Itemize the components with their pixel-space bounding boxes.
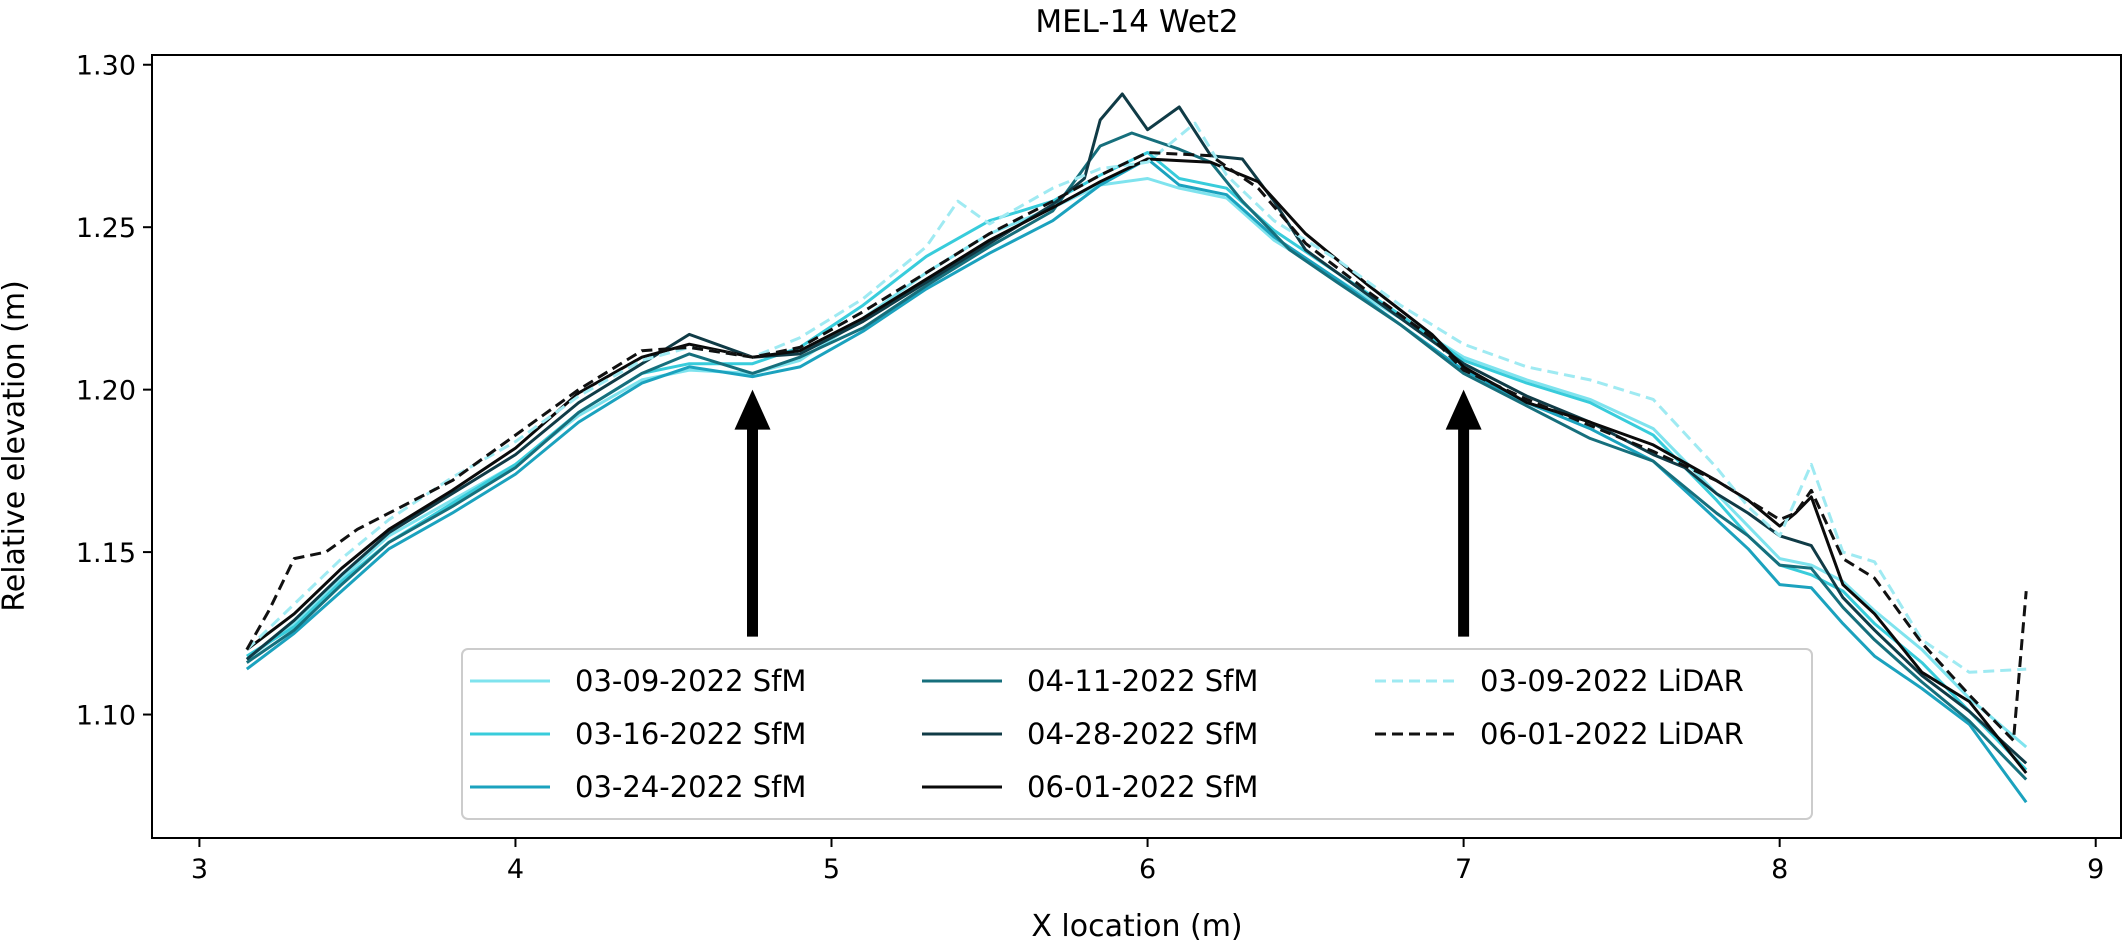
series-line-4 [245,131,2028,781]
series-line-7 [245,121,2027,674]
legend-box [461,648,1813,820]
series-line-3 [245,157,2028,804]
x-tick-label: 4 [507,854,524,885]
legend-label: 06-01-2022 LiDAR [1480,717,1744,751]
chart-title: MEL-14 Wet2 [1035,4,1238,40]
legend-label: 03-16-2022 SfM [575,717,806,751]
legend-label: 06-01-2022 SfM [1027,770,1258,804]
legend: 03-09-2022 SfM 03-16-2022 SfM 03-24-2022 S… [461,648,1813,820]
y-axis-label: Relative elevation (m) [0,280,32,612]
annotation-arrow-head [734,389,771,430]
legend-label: 03-24-2022 SfM [575,770,806,804]
y-tick-label: 1.15 [76,538,136,569]
annotation-arrow-head [1445,389,1482,430]
x-tick-label: 7 [1455,854,1472,885]
axis-ticks: 3 4 5 6 7 8 9 1.10 1.15 1.20 1.25 1.30 [76,51,2104,885]
legend-label: 03-09-2022 LiDAR [1480,664,1744,698]
x-tick-label: 6 [1139,854,1156,885]
plot-area-frame [151,54,2122,839]
y-tick-label: 1.30 [76,51,136,82]
series-line-8 [245,151,2028,742]
y-tick-label: 1.10 [76,701,136,732]
legend-label: 04-28-2022 SfM [1027,717,1258,751]
series-lines [245,92,2028,804]
y-tick-label: 1.20 [76,376,136,407]
legend-label: 04-11-2022 SfM [1027,664,1258,698]
x-tick-label: 8 [1771,854,1788,885]
x-tick-label: 3 [191,854,208,885]
x-tick-label: 5 [823,854,840,885]
x-tick-label: 9 [2087,854,2104,885]
annotation-arrows [734,389,1482,637]
x-axis-label: X location (m) [1031,909,1242,943]
y-tick-label: 1.25 [76,213,136,244]
legend-label: 03-09-2022 SfM [575,664,806,698]
series-line-5 [245,92,2028,765]
